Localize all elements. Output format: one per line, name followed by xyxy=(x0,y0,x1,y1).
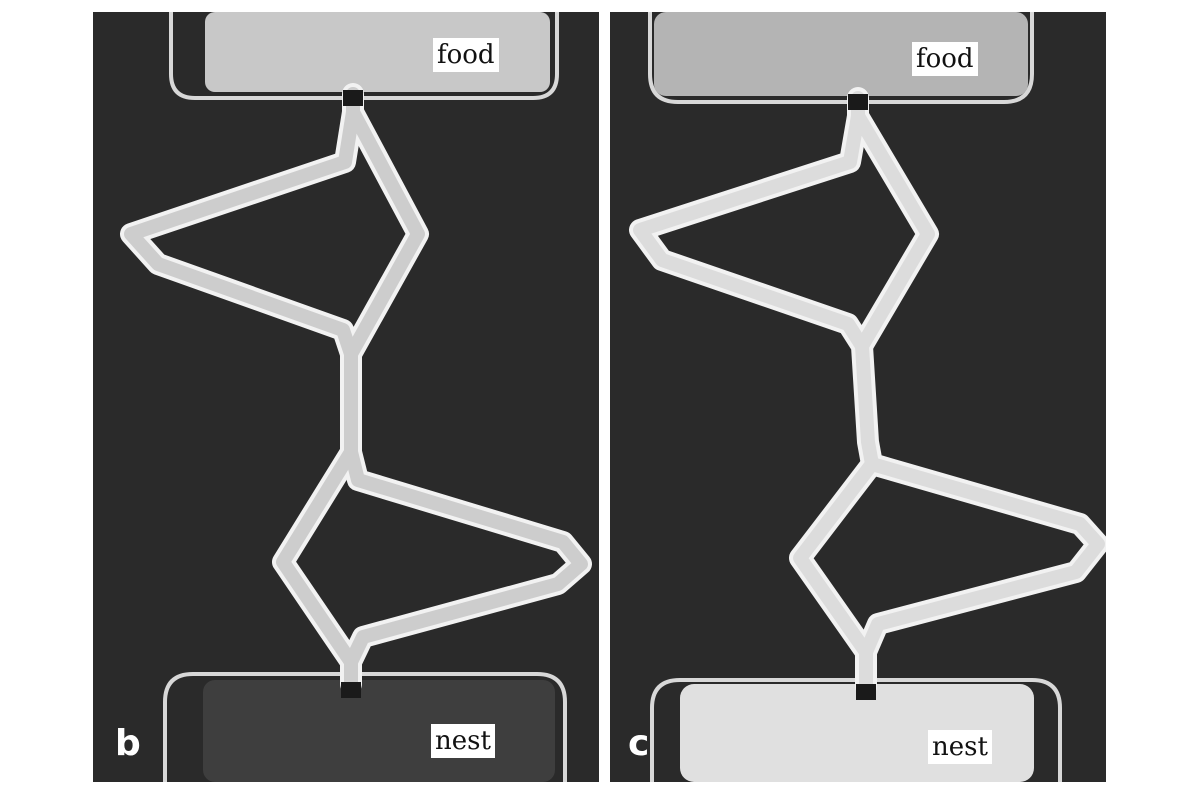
panel-letter-c: c xyxy=(628,723,650,764)
panel-c: food nest c xyxy=(610,12,1106,782)
bridge-track-b xyxy=(120,83,592,695)
panel-divider xyxy=(599,12,610,782)
food-entrance-c xyxy=(848,94,868,110)
bridge-track-c xyxy=(629,87,1106,697)
food-label-b: food xyxy=(433,38,499,72)
maze-c xyxy=(629,12,1106,782)
food-chamber-outline-c xyxy=(648,12,1034,104)
panel-letter-b: b xyxy=(115,723,141,764)
nest-label-c: nest xyxy=(928,730,992,764)
panel-b: food nest b xyxy=(93,12,599,782)
maze-b xyxy=(120,12,592,782)
food-entrance-b xyxy=(343,90,363,106)
food-area-b xyxy=(205,12,550,92)
nest-chamber-outline-b xyxy=(163,672,567,782)
nest-label-b: nest xyxy=(431,724,495,758)
nest-entrance-c xyxy=(856,684,876,700)
nest-entrance-b xyxy=(341,682,361,698)
food-label-c: food xyxy=(912,42,978,76)
nest-area-b xyxy=(203,680,555,782)
